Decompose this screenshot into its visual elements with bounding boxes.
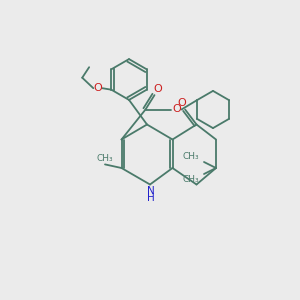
Text: O: O [94,82,103,93]
Text: CH₃: CH₃ [182,152,199,161]
Text: H: H [147,193,154,203]
Text: O: O [154,83,163,94]
Text: CH₃: CH₃ [182,175,199,184]
Text: CH₃: CH₃ [97,154,113,163]
Text: O: O [177,98,186,108]
Text: O: O [172,104,181,115]
Text: N: N [147,186,154,196]
